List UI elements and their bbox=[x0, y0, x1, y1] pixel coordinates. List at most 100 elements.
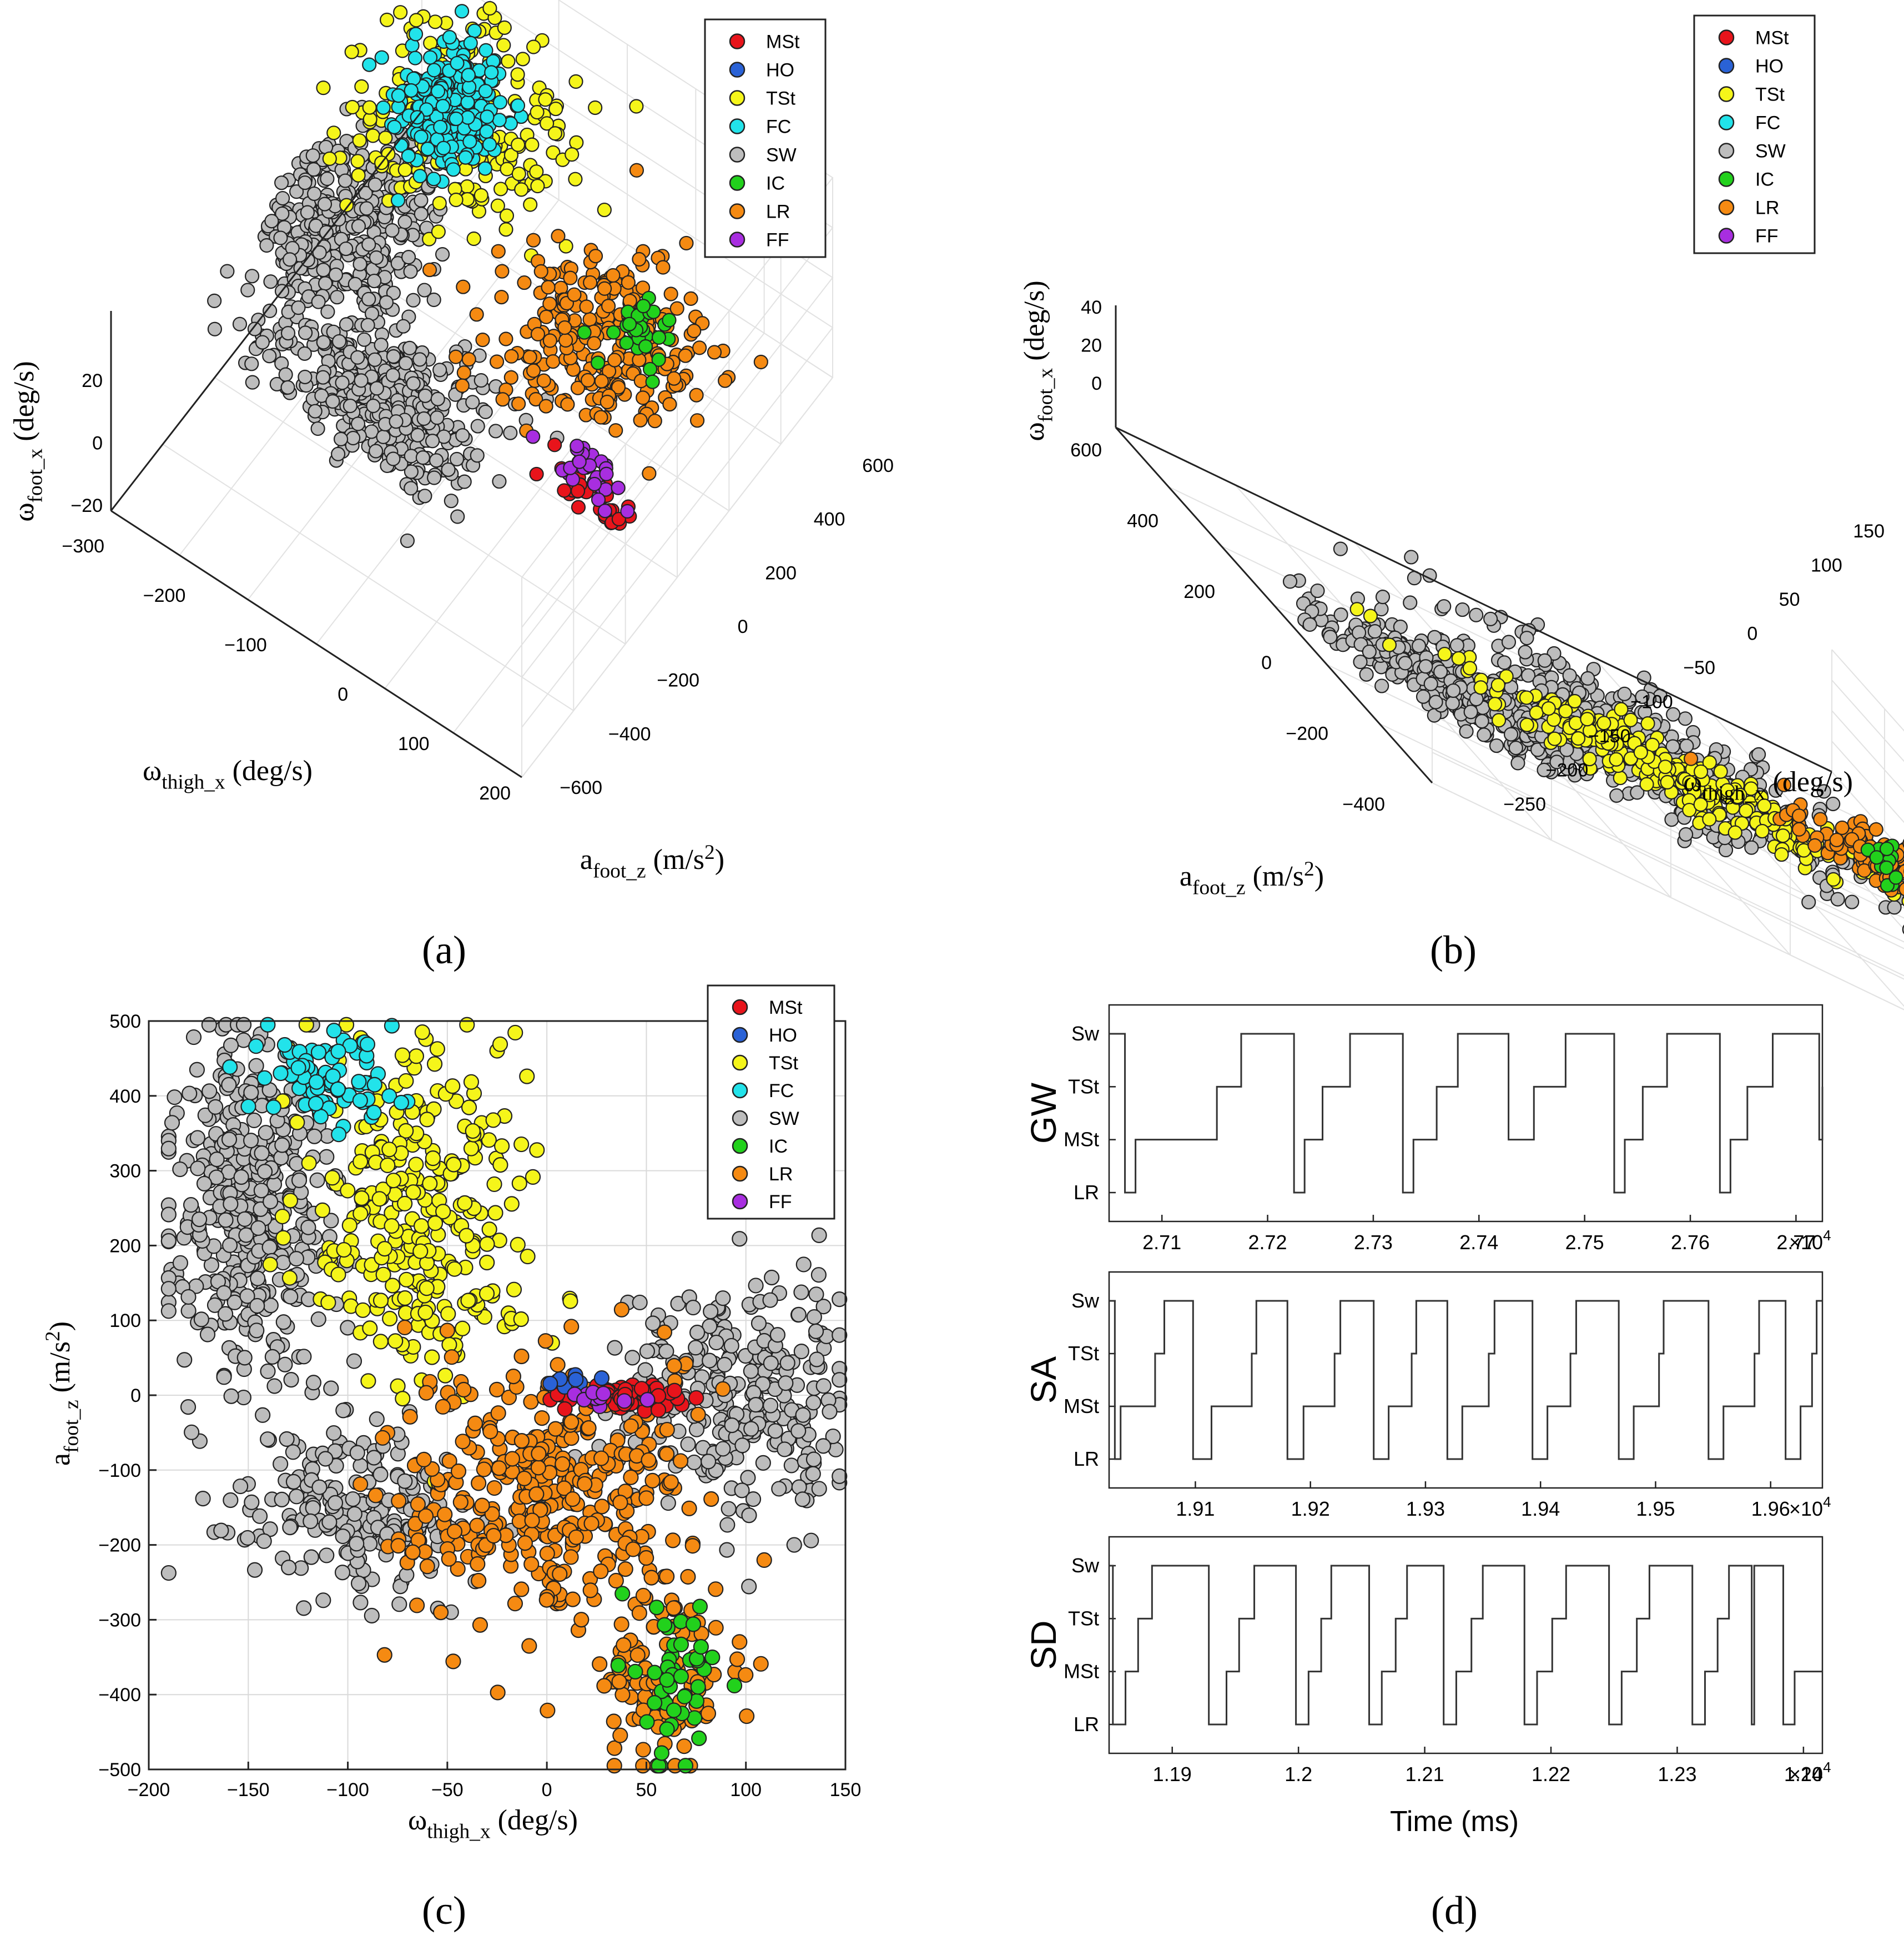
data-point-lr bbox=[638, 1550, 654, 1566]
data-point-sw bbox=[223, 1388, 239, 1404]
data-point-sw bbox=[444, 494, 459, 509]
data-point-fc bbox=[460, 95, 475, 110]
data-point-tst bbox=[463, 1140, 480, 1156]
data-point-ff bbox=[587, 476, 602, 492]
data-point-tst bbox=[1613, 770, 1628, 786]
data-point-tst bbox=[1645, 737, 1660, 752]
data-point-sw bbox=[160, 1303, 177, 1319]
data-point-sw bbox=[342, 398, 358, 414]
data-point-tst bbox=[538, 92, 553, 107]
data-point-tst bbox=[1609, 752, 1624, 767]
data-point-tst bbox=[419, 1280, 435, 1296]
data-point-sw bbox=[249, 1322, 265, 1339]
data-point-sw bbox=[680, 1436, 696, 1452]
data-point-tst bbox=[437, 1367, 454, 1384]
data-point-tst bbox=[399, 1271, 415, 1288]
data-point-lr bbox=[375, 1430, 391, 1446]
data-point-sw bbox=[160, 1281, 177, 1297]
data-point-sw bbox=[280, 380, 295, 395]
data-point-sw bbox=[1679, 738, 1694, 753]
data-point-tst bbox=[425, 1150, 441, 1166]
data-point-sw bbox=[201, 1017, 217, 1033]
data-point-tst bbox=[289, 1114, 305, 1130]
data-point-sw bbox=[457, 474, 472, 489]
x-tick-label: −100 bbox=[224, 635, 267, 656]
data-point-tst bbox=[540, 116, 555, 131]
data-point-sw bbox=[1826, 796, 1841, 812]
data-point-sw bbox=[308, 218, 324, 233]
y-tick-label: −200 bbox=[657, 670, 699, 691]
data-point-sw bbox=[429, 453, 444, 468]
data-point-lr bbox=[611, 1673, 627, 1690]
data-point-sw bbox=[1455, 602, 1470, 617]
data-point-ic bbox=[642, 361, 658, 377]
data-point-tst bbox=[511, 167, 526, 182]
data-point-sw bbox=[389, 414, 404, 429]
legend-b-marker-ff bbox=[1718, 228, 1735, 244]
x-tick-label: 100 bbox=[398, 733, 430, 755]
y-axis-label-sup: 2 bbox=[704, 841, 715, 864]
data-point-lr bbox=[489, 354, 505, 369]
data-point-sw bbox=[410, 428, 425, 443]
data-point-sw bbox=[1333, 607, 1348, 622]
data-point-sw bbox=[297, 346, 312, 361]
data-point-ic bbox=[659, 1721, 675, 1737]
data-point-lr bbox=[472, 1617, 488, 1633]
data-point-sw bbox=[779, 1355, 795, 1371]
data-point-lr bbox=[689, 413, 705, 428]
data-point-fc bbox=[351, 1074, 367, 1090]
data-point-sw bbox=[808, 1286, 824, 1303]
data-point-ic bbox=[693, 1639, 709, 1655]
data-point-tst bbox=[562, 1293, 578, 1309]
data-point-sw bbox=[1433, 664, 1448, 680]
data-point-mst bbox=[557, 483, 572, 498]
data-point-lr bbox=[606, 1713, 622, 1729]
data-point-tst bbox=[1702, 812, 1717, 827]
data-point-fc bbox=[477, 161, 493, 176]
data-point-sw bbox=[311, 294, 326, 309]
z-tick-label: 0 bbox=[92, 433, 103, 454]
data-point-sw bbox=[289, 1489, 305, 1505]
data-point-lr bbox=[1807, 838, 1822, 853]
data-point-lr bbox=[573, 1612, 590, 1628]
data-point-sw bbox=[1398, 656, 1413, 671]
data-point-tst bbox=[387, 1333, 404, 1349]
data-point-lr bbox=[558, 333, 573, 348]
data-point-sw bbox=[334, 1565, 351, 1581]
data-point-lr bbox=[456, 365, 471, 380]
legend-b-label-lr: LR bbox=[1755, 198, 1779, 219]
data-point-lr bbox=[563, 1319, 580, 1335]
data-point-fc bbox=[387, 119, 402, 134]
data-point-lr bbox=[526, 233, 541, 248]
data-point-fc bbox=[433, 119, 448, 134]
data-point-sw bbox=[326, 1425, 342, 1441]
data-point-lr bbox=[656, 260, 671, 275]
data-point-sw bbox=[832, 1468, 848, 1484]
data-point-lr bbox=[560, 397, 575, 412]
data-point-lr bbox=[522, 350, 537, 365]
data-point-tst bbox=[1487, 697, 1503, 712]
data-point-tst bbox=[506, 1281, 522, 1298]
x-axis-label: ωthigh_x (deg/s) bbox=[143, 755, 313, 794]
data-point-lr bbox=[612, 1727, 628, 1743]
data-point-sw bbox=[1459, 724, 1474, 739]
data-point-sw bbox=[793, 1344, 809, 1360]
data-point-lr bbox=[505, 1369, 522, 1385]
data-point-tst bbox=[1451, 651, 1466, 666]
data-point-lr bbox=[1791, 808, 1807, 823]
data-point-sw bbox=[305, 148, 320, 163]
data-point-sw bbox=[1845, 894, 1860, 909]
data-point-tst bbox=[316, 81, 331, 95]
data-point-lr bbox=[641, 1452, 657, 1468]
data-point-sw bbox=[352, 1595, 369, 1611]
y-tick-label: 400 bbox=[814, 509, 845, 530]
data-point-tst bbox=[503, 148, 519, 163]
data-point-sw bbox=[366, 398, 381, 414]
data-point-sw bbox=[741, 1578, 757, 1595]
data-point-sw bbox=[723, 1337, 739, 1354]
data-point-lr bbox=[635, 1758, 651, 1774]
data-point-sw bbox=[1437, 599, 1452, 614]
data-point-sw bbox=[349, 1445, 365, 1461]
data-point-lr bbox=[433, 1605, 449, 1621]
data-point-sw bbox=[763, 1397, 779, 1414]
